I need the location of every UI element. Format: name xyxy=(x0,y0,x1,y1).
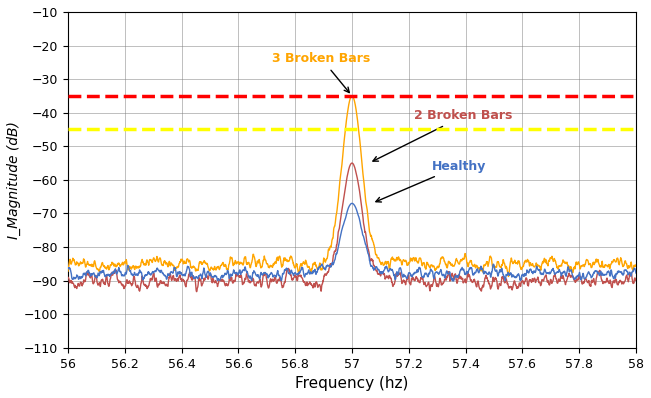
X-axis label: Frequency (hz): Frequency (hz) xyxy=(296,376,409,391)
Text: 2 Broken Bars: 2 Broken Bars xyxy=(373,109,513,161)
Text: 3 Broken Bars: 3 Broken Bars xyxy=(273,52,370,93)
Y-axis label: I_Magnitude (dB): I_Magnitude (dB) xyxy=(7,121,21,239)
Text: Healthy: Healthy xyxy=(376,160,486,202)
